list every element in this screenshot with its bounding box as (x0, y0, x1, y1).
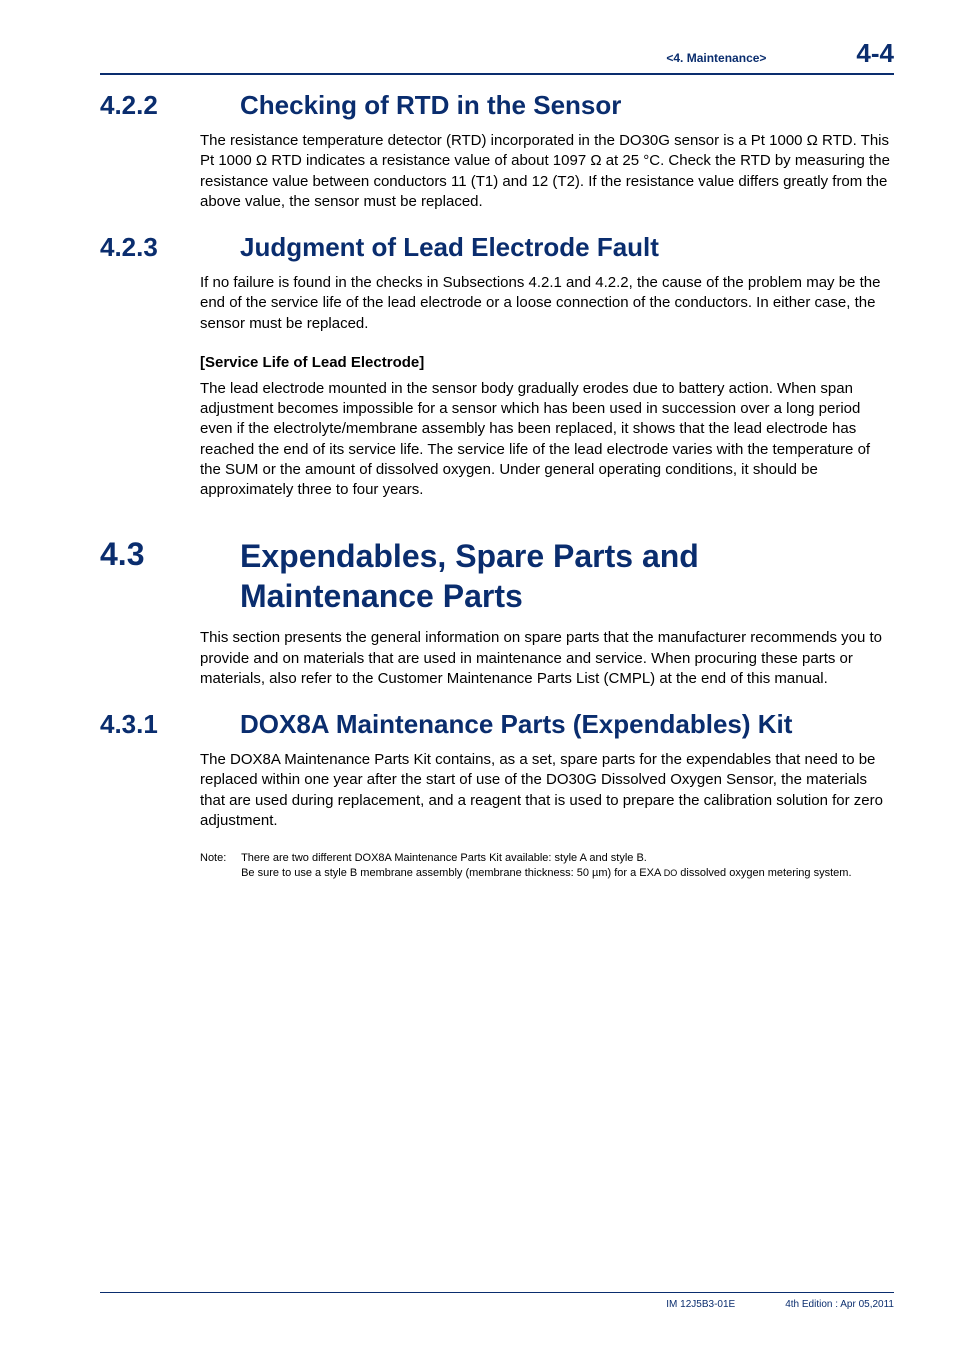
note-body: There are two different DOX8A Maintenanc… (241, 851, 881, 882)
heading-number: 4.2.2 (100, 90, 240, 121)
heading-title-line2: Maintenance Parts (240, 578, 523, 614)
header-page-number: 4-4 (856, 38, 894, 69)
page-content: 4.2.2 Checking of RTD in the Sensor The … (100, 90, 894, 882)
body-text: If no failure is found in the checks in … (200, 273, 894, 334)
heading-423: 4.2.3 Judgment of Lead Electrode Fault (100, 232, 894, 263)
heading-422: 4.2.2 Checking of RTD in the Sensor (100, 90, 894, 121)
note-line: There are two different DOX8A Maintenanc… (241, 852, 647, 864)
page-footer: IM 12J5B3-01E 4th Edition : Apr 05,2011 (100, 1292, 894, 1310)
heading-number: 4.2.3 (100, 232, 240, 263)
heading-title-line1: Expendables, Spare Parts and (240, 538, 699, 574)
body-text: The DOX8A Maintenance Parts Kit contains… (200, 750, 894, 831)
note-line: Be sure to use a style B membrane assemb… (241, 867, 664, 879)
note-line: dissolved oxygen metering system. (677, 867, 851, 879)
heading-title: DOX8A Maintenance Parts (Expendables) Ki… (240, 709, 792, 740)
heading-title: Expendables, Spare Parts and Maintenance… (240, 536, 699, 616)
subheading: [Service Life of Lead Electrode] (200, 354, 894, 371)
heading-431: 4.3.1 DOX8A Maintenance Parts (Expendabl… (100, 709, 894, 740)
body-text: The resistance temperature detector (RTD… (200, 131, 894, 212)
body-text: The lead electrode mounted in the sensor… (200, 379, 894, 501)
footer-edition: 4th Edition : Apr 05,2011 (785, 1299, 894, 1310)
note-label: Note: (200, 851, 238, 866)
note-smallcaps: DO (664, 868, 678, 878)
heading-number: 4.3 (100, 536, 240, 616)
header-section-label: <4. Maintenance> (666, 51, 766, 65)
heading-43: 4.3 Expendables, Spare Parts and Mainten… (100, 536, 894, 616)
footer-doc-id: IM 12J5B3-01E (666, 1299, 735, 1310)
page-header: <4. Maintenance> 4-4 (100, 38, 894, 75)
heading-number: 4.3.1 (100, 709, 240, 740)
heading-title: Judgment of Lead Electrode Fault (240, 232, 659, 263)
body-text: This section presents the general inform… (200, 628, 894, 689)
note-block: Note: There are two different DOX8A Main… (200, 851, 894, 882)
heading-title: Checking of RTD in the Sensor (240, 90, 621, 121)
